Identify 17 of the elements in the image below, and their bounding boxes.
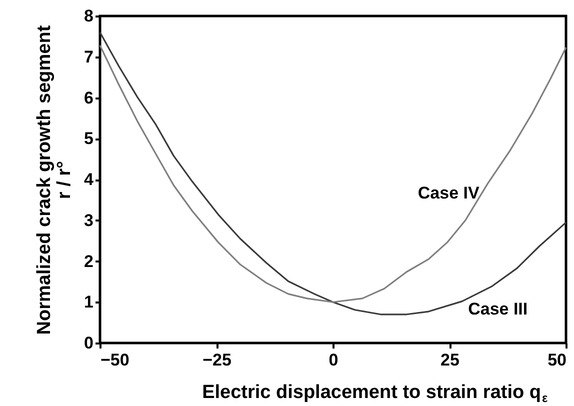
x-tick-label: −25 <box>202 350 232 370</box>
x-tick-label: 0 <box>328 350 338 370</box>
y-tick-label: 4 <box>84 170 94 189</box>
series-label: Case IV <box>418 183 480 202</box>
y-tick-label: 5 <box>84 129 94 148</box>
x-tick-label: 25 <box>440 350 460 370</box>
y-axis-title: Normalized crack growth segment r / r° <box>34 24 76 335</box>
y-tick-label: 8 <box>84 6 94 26</box>
y-tick-label: 6 <box>84 88 94 108</box>
series-label: Case III <box>468 299 528 318</box>
x-tick-label: 50 <box>548 350 566 370</box>
y-tick-label: 0 <box>84 334 94 352</box>
y-tick-label: 1 <box>84 292 94 312</box>
y-tick-label: 7 <box>84 47 94 66</box>
x-tick-label: −50 <box>100 350 130 370</box>
y-tick-label: 2 <box>84 252 94 271</box>
y-tick-label: 3 <box>84 210 94 230</box>
